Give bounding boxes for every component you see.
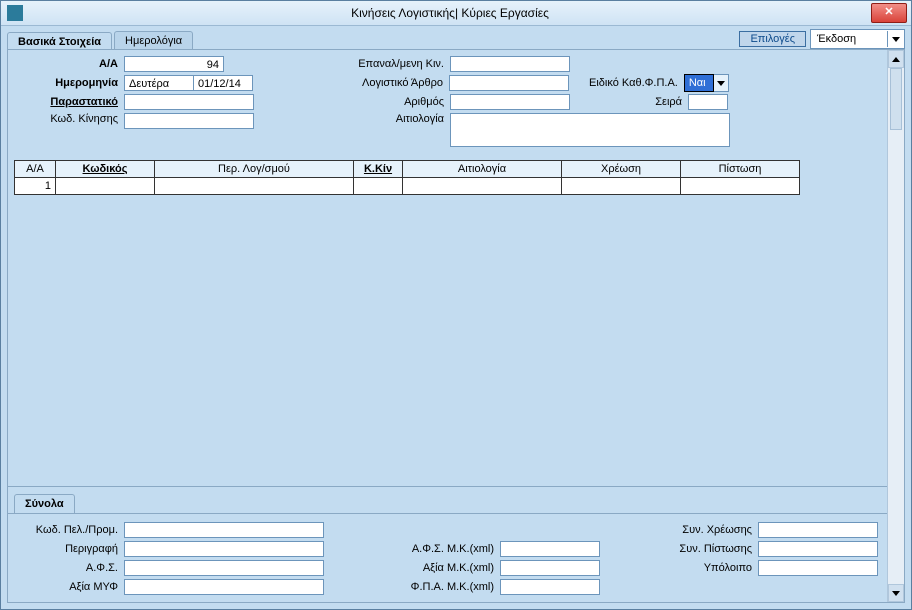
mode-combo[interactable]: Έκδοση	[810, 29, 905, 49]
label-move-code: Κωδ. Κίνησης	[18, 113, 124, 125]
cell-debit[interactable]	[562, 178, 681, 195]
label-series: Σειρά	[590, 96, 688, 108]
label-sum-credit: Συν. Πίστωσης	[652, 543, 758, 555]
scroll-thumb[interactable]	[890, 68, 902, 130]
close-button[interactable]: ✕	[871, 3, 907, 23]
scroll-up-arrow[interactable]	[888, 50, 904, 68]
title-bar: Κινήσεις Λογιστικής| Κύριες Εργασίες ✕	[1, 1, 911, 26]
app-icon	[7, 5, 23, 21]
label-cust-code: Κωδ. Πελ./Προμ.	[18, 524, 124, 536]
options-button[interactable]: Επιλογές	[739, 31, 806, 47]
field-number[interactable]	[450, 94, 570, 110]
col-debit[interactable]: Χρέωση	[562, 161, 681, 178]
col-kkin[interactable]: Κ.Κίν	[354, 161, 403, 178]
field-aa[interactable]: 94	[124, 56, 224, 72]
label-date: Ημερομηνία	[18, 77, 124, 89]
chevron-up-icon	[892, 57, 900, 62]
label-axia-mk: Αξία Μ.Κ.(xml)	[384, 562, 500, 574]
col-reason[interactable]: Αιτιολογία	[403, 161, 562, 178]
entries-grid: Α/Α Κωδικός Περ. Λογ/σμού Κ.Κίν Αιτιολογ…	[8, 160, 888, 195]
label-sum-debit: Συν. Χρέωσης	[652, 524, 758, 536]
scroll-content: Α/Α 94 Επαναλ/μενη Κιν. Ημερομηνία Δευτέ…	[8, 50, 888, 602]
main-tabs: Βασικά Στοιχεία Ημερολόγια	[7, 28, 195, 50]
field-sum-credit[interactable]	[758, 541, 878, 557]
field-sum-debit[interactable]	[758, 522, 878, 538]
close-icon: ✕	[884, 6, 893, 18]
special-fpa-value: Ναι	[684, 74, 714, 92]
col-aa[interactable]: Α/Α	[15, 161, 56, 178]
chevron-down-icon	[892, 591, 900, 596]
cell-code[interactable]	[56, 178, 155, 195]
totals-panel: Σύνολα Κωδ. Πελ./Προμ. Συν. Χρέωσης Περι…	[8, 486, 888, 602]
field-day[interactable]: Δευτέρα	[124, 75, 194, 91]
cell-kkin[interactable]	[354, 178, 403, 195]
tab-journals[interactable]: Ημερολόγια	[114, 31, 193, 50]
cell-descr[interactable]	[155, 178, 354, 195]
label-descr: Περιγραφή	[18, 543, 124, 555]
field-fpa-mk[interactable]	[500, 579, 600, 595]
cell-credit[interactable]	[681, 178, 800, 195]
vertical-scrollbar[interactable]	[887, 50, 904, 602]
tab-totals[interactable]: Σύνολα	[14, 494, 75, 513]
form-area: Α/Α 94 Επαναλ/μενη Κιν. Ημερομηνία Δευτέ…	[8, 50, 888, 158]
col-code[interactable]: Κωδικός	[56, 161, 155, 178]
label-fpa-mk: Φ.Π.Α. Μ.Κ.(xml)	[384, 581, 500, 593]
toolbar-right: Επιλογές Έκδοση	[739, 29, 905, 49]
label-aa: Α/Α	[18, 58, 124, 70]
field-article[interactable]	[449, 75, 569, 91]
label-repeat: Επαναλ/μενη Κιν.	[264, 58, 450, 70]
label-afs: Α.Φ.Σ.	[18, 562, 124, 574]
field-axia-mk[interactable]	[500, 560, 600, 576]
grid-header-row: Α/Α Κωδικός Περ. Λογ/σμού Κ.Κίν Αιτιολογ…	[15, 161, 800, 178]
label-reason: Αιτιολογία	[264, 113, 450, 125]
content-area: Α/Α 94 Επαναλ/μενη Κιν. Ημερομηνία Δευτέ…	[7, 49, 905, 603]
label-afs-mk: Α.Φ.Σ. Μ.Κ.(xml)	[384, 543, 500, 555]
label-axia-myf: Αξία ΜΥΦ	[18, 581, 124, 593]
label-special-fpa: Ειδικό Καθ.Φ.Π.Α.	[589, 77, 684, 89]
field-descr[interactable]	[124, 541, 324, 557]
label-document: Παραστατικό	[18, 96, 124, 108]
field-date[interactable]: 01/12/14	[193, 75, 253, 91]
label-article: Λογιστικό Άρθρο	[263, 77, 449, 89]
label-balance: Υπόλοιπο	[652, 562, 758, 574]
table-row[interactable]: 1	[15, 178, 800, 195]
field-axia-myf[interactable]	[124, 579, 324, 595]
cell-reason[interactable]	[403, 178, 562, 195]
totals-body: Κωδ. Πελ./Προμ. Συν. Χρέωσης Περιγραφή Α…	[8, 513, 888, 602]
mode-combo-text: Έκδοση	[811, 33, 887, 45]
window-root: Κινήσεις Λογιστικής| Κύριες Εργασίες ✕ Β…	[0, 0, 912, 610]
special-fpa-combo[interactable]: Ναι	[684, 75, 729, 91]
totals-tabs: Σύνολα	[8, 493, 888, 513]
window-title: Κινήσεις Λογιστικής| Κύριες Εργασίες	[29, 6, 871, 20]
field-document[interactable]	[124, 94, 254, 110]
field-cust-code[interactable]	[124, 522, 324, 538]
field-reason[interactable]	[450, 113, 730, 147]
cell-aa[interactable]: 1	[15, 178, 56, 195]
field-repeat[interactable]	[450, 56, 570, 72]
col-credit[interactable]: Πίστωση	[681, 161, 800, 178]
field-move-code[interactable]	[124, 113, 254, 129]
label-number: Αριθμός	[264, 96, 450, 108]
chevron-down-icon	[714, 74, 729, 92]
scroll-down-arrow[interactable]	[888, 584, 904, 602]
field-balance[interactable]	[758, 560, 878, 576]
chevron-down-icon	[887, 31, 904, 47]
field-series[interactable]	[688, 94, 728, 110]
field-afs[interactable]	[124, 560, 324, 576]
col-descr[interactable]: Περ. Λογ/σμού	[155, 161, 354, 178]
field-afs-mk[interactable]	[500, 541, 600, 557]
